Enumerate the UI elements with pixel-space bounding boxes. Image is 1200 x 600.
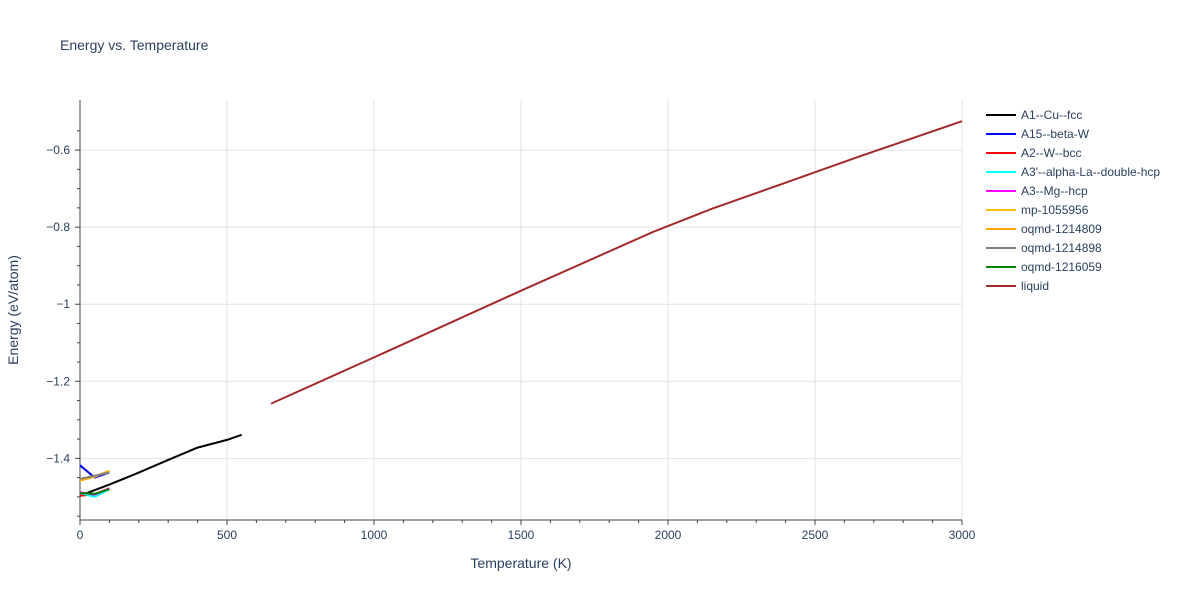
series-line-a1-cu-fcc[interactable] xyxy=(79,433,243,497)
series-line-liquid[interactable] xyxy=(270,120,963,405)
legend-label: oqmd-1214809 xyxy=(1021,222,1102,236)
y-tick-label: −0.6 xyxy=(46,143,70,157)
legend-item[interactable]: oqmd-1214898 xyxy=(986,241,1102,255)
chart-title: Energy vs. Temperature xyxy=(60,37,209,53)
x-tick-label: 2000 xyxy=(655,528,682,542)
legend-label: mp-1055956 xyxy=(1021,203,1089,217)
x-tick-label: 1500 xyxy=(508,528,535,542)
legend[interactable]: A1--Cu--fcc A15--beta-W A2--W--bcc A3'--alp… xyxy=(986,108,1160,293)
y-tick-label: −1 xyxy=(56,297,70,311)
x-axis-title: Temperature (K) xyxy=(470,555,571,571)
legend-item[interactable]: liquid xyxy=(986,279,1049,293)
legend-label: A3'--alpha-La--double-hcp xyxy=(1021,165,1160,179)
legend-item[interactable]: A3--Mg--hcp xyxy=(986,184,1088,198)
grid-lines xyxy=(80,100,963,520)
legend-item[interactable]: oqmd-1216059 xyxy=(986,260,1102,274)
axes: 0 500 1000 1500 2000 2500 3000 −0.6 −0.8 −1 −1.2 −1… xyxy=(46,100,976,542)
legend-item[interactable]: A2--W--bcc xyxy=(986,146,1081,160)
x-tick-label: 2500 xyxy=(802,528,829,542)
y-axis-title: Energy (eV/atom) xyxy=(5,255,21,365)
legend-label: A15--beta-W xyxy=(1021,127,1090,141)
legend-label: A1--Cu--fcc xyxy=(1021,108,1082,122)
legend-item[interactable]: A3'--alpha-La--double-hcp xyxy=(986,165,1160,179)
series-layer xyxy=(79,120,963,498)
legend-label: liquid xyxy=(1021,279,1049,293)
series-line-oqmd-1214898[interactable] xyxy=(79,471,110,480)
legend-label: oqmd-1216059 xyxy=(1021,260,1102,274)
legend-label: oqmd-1214898 xyxy=(1021,241,1102,255)
legend-item[interactable]: A1--Cu--fcc xyxy=(986,108,1082,122)
legend-item[interactable]: A15--beta-W xyxy=(986,127,1090,141)
y-tick-label: −1.4 xyxy=(46,451,70,465)
x-tick-label: 0 xyxy=(77,528,84,542)
x-tick-label: 500 xyxy=(217,528,237,542)
legend-label: A2--W--bcc xyxy=(1021,146,1081,160)
y-tick-label: −0.8 xyxy=(46,220,70,234)
y-tick-label: −1.2 xyxy=(46,374,70,388)
x-tick-label: 1000 xyxy=(361,528,388,542)
legend-label: A3--Mg--hcp xyxy=(1021,184,1088,198)
series-line-oqmd-1216059[interactable] xyxy=(79,488,110,495)
legend-item[interactable]: oqmd-1214809 xyxy=(986,222,1102,236)
legend-item[interactable]: mp-1055956 xyxy=(986,203,1089,217)
x-tick-label: 3000 xyxy=(949,528,976,542)
